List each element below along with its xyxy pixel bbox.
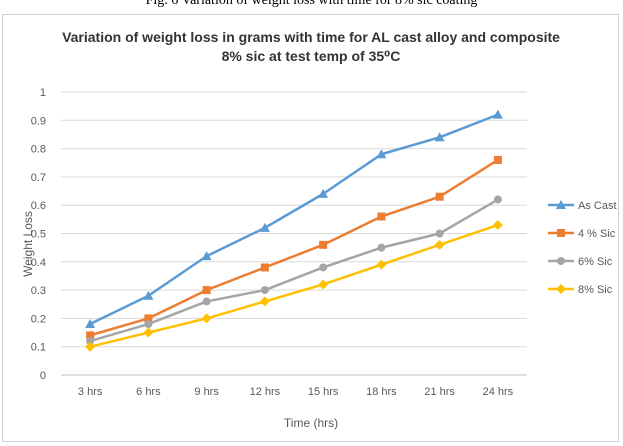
chart-title-line-1: Variation of weight loss in grams with t… [62,29,560,45]
data-point [376,259,387,270]
data-point [86,331,95,340]
x-tick-label: 18 hrs [366,386,397,398]
data-point [259,222,270,232]
series-group [85,109,503,352]
series-8-sic [85,220,503,352]
legend-item-as-cast: As Cast [548,200,617,212]
legend-label: 4 % Sic [578,228,616,240]
x-tick-label: 9 hrs [194,386,219,398]
legend-item-4-sic: 4 % Sic [548,228,616,240]
data-point [435,229,444,238]
y-tick-label: 0.3 [31,285,46,297]
series-6-sic [86,195,502,346]
data-point [144,320,153,329]
y-tick-label: 0.7 [31,172,46,184]
line-chart: Variation of weight loss in grams with t… [21,29,617,430]
y-tick-label: 0.2 [31,313,46,325]
data-point [434,239,445,250]
data-point [493,155,502,164]
x-tick-label: 24 hrs [483,386,514,398]
data-point [377,212,386,221]
chart-frame: Variation of weight loss in grams with t… [2,14,619,442]
legend-label: As Cast [578,200,617,212]
data-point [493,195,502,204]
data-point [144,314,153,323]
y-tick-label: 0 [40,370,46,382]
data-point [377,243,386,252]
legend-label: 6% Sic [578,256,613,268]
x-axis-label: Time (hrs) [284,416,338,430]
data-point [319,240,328,249]
y-tick-label: 0.8 [31,144,46,156]
series-line [89,198,499,343]
series-line [89,158,499,337]
data-point [86,337,95,346]
data-point [492,220,503,231]
figure-caption: Fig. 6 Variation of weight loss with tim… [145,0,478,8]
x-tick-label: 12 hrs [250,386,281,398]
data-point [143,290,154,300]
y-tick-label: 0.1 [31,342,46,354]
x-tick-label: 15 hrs [308,386,339,398]
series-as-cast [85,109,503,329]
x-tick-label: 6 hrs [136,386,161,398]
series-line [89,223,499,348]
data-point [319,263,328,272]
legend-item-6-sic: 6% Sic [548,256,613,268]
y-tick-label: 0.6 [31,200,46,212]
data-point [492,109,503,119]
y-tick-label: 0.5 [31,229,46,241]
legend: As Cast 4 % Sic 6% Sic 8% Sic [548,200,617,296]
data-point [260,286,269,295]
chart-title-line-2: 8% sic at test temp of 35⁰C [222,48,401,64]
data-point [260,263,269,272]
data-point [434,132,445,142]
legend-marker [556,284,566,294]
legend-marker [556,200,566,209]
y-tick-label: 0.9 [31,115,46,127]
data-point [259,296,270,307]
data-point [202,286,211,295]
data-point [143,327,154,338]
x-axis-ticks: 3 hrs 6 hrs 9 hrs 12 hrs 15 hrs 18 hrs 21 hrs 2… [78,386,514,398]
y-tick-label: 0.4 [31,257,46,269]
legend-marker [557,229,565,237]
y-tick-label: 1 [40,87,46,99]
legend-item-8-sic: 8% Sic [548,284,613,296]
legend-label: 8% Sic [578,284,613,296]
data-point [201,313,212,324]
data-point [376,149,387,159]
y-axis-label: Weight Loss [21,211,35,277]
x-tick-label: 3 hrs [78,386,103,398]
data-point [85,341,96,352]
data-point [202,297,211,306]
legend-marker [557,257,565,265]
data-point [85,319,96,329]
data-point [318,188,329,198]
series-4-sic [86,155,502,340]
gridlines [61,91,527,376]
x-tick-label: 21 hrs [424,386,455,398]
data-point [435,192,444,201]
y-axis-ticks: 0 0.1 0.2 0.3 0.4 0.5 0.6 0.7 0.8 0.9 1 [31,87,46,382]
data-point [318,279,329,290]
series-line [89,113,499,326]
data-point [201,251,212,261]
